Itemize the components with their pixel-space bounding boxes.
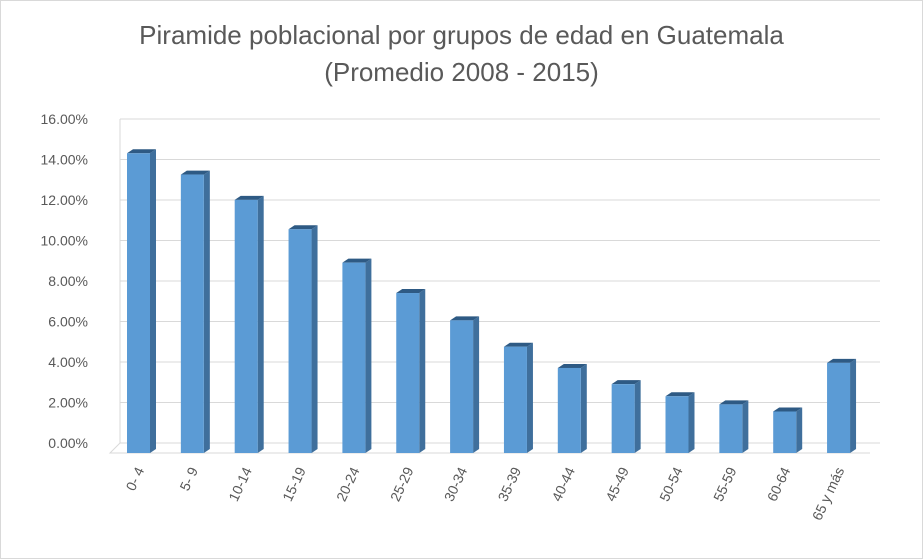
bar-top bbox=[773, 407, 803, 412]
x-tick-label: 50-54 bbox=[656, 464, 686, 503]
bar-side bbox=[634, 380, 641, 453]
bar bbox=[450, 320, 474, 453]
bar bbox=[827, 362, 851, 453]
x-tick-label: 0- 4 bbox=[123, 464, 148, 493]
bar-top bbox=[665, 392, 695, 397]
bar-side bbox=[742, 400, 749, 453]
x-tick-label: 20-24 bbox=[333, 464, 363, 503]
bar-side bbox=[850, 358, 857, 453]
x-tick-label: 35-39 bbox=[495, 464, 525, 503]
x-tick-label: 25-29 bbox=[387, 464, 417, 503]
bar bbox=[773, 411, 797, 453]
bar-side bbox=[257, 195, 264, 453]
y-tick-label: 16.00% bbox=[41, 111, 88, 127]
bar-side bbox=[473, 316, 480, 453]
bar-side bbox=[688, 392, 695, 453]
y-tick-label: 10.00% bbox=[41, 233, 88, 249]
bar-top bbox=[557, 363, 587, 368]
y-tick-label: 4.00% bbox=[48, 354, 88, 370]
bar bbox=[288, 229, 312, 453]
x-tick-label: 10-14 bbox=[225, 464, 255, 503]
bar-side bbox=[580, 363, 587, 453]
y-tick-label: 2.00% bbox=[48, 395, 88, 411]
bar-top bbox=[450, 316, 480, 321]
bar-side bbox=[419, 289, 426, 453]
bar-side bbox=[150, 149, 156, 454]
x-tick-label: 5- 9 bbox=[176, 464, 201, 493]
bar-top bbox=[342, 258, 372, 263]
x-tick-label: 15-19 bbox=[279, 464, 309, 503]
bar bbox=[396, 293, 420, 453]
bar bbox=[234, 199, 258, 453]
bar-top bbox=[827, 358, 857, 363]
y-tick-label: 12.00% bbox=[41, 192, 88, 208]
bar-side bbox=[526, 342, 533, 453]
bar-top bbox=[611, 380, 641, 385]
x-tick-label: 30-34 bbox=[441, 464, 471, 503]
x-tick-label: 60-64 bbox=[764, 464, 794, 503]
y-tick-label: 0.00% bbox=[48, 435, 88, 451]
bar-side bbox=[365, 258, 372, 453]
bar-top bbox=[719, 400, 749, 405]
x-tick-label: 45-49 bbox=[602, 464, 632, 503]
x-tick-label: 55-59 bbox=[710, 464, 740, 503]
chart-title: Piramide poblacional por grupos de edad … bbox=[139, 20, 784, 50]
y-tick-label: 8.00% bbox=[48, 273, 88, 289]
bar bbox=[503, 346, 527, 453]
bar bbox=[557, 367, 581, 453]
x-tick-label: 65 y más bbox=[809, 465, 848, 523]
bar-top bbox=[127, 149, 156, 154]
bar bbox=[127, 153, 150, 454]
bar-top bbox=[234, 195, 264, 200]
bar-side bbox=[796, 407, 803, 453]
bar-top bbox=[180, 170, 210, 175]
bar bbox=[611, 384, 635, 453]
bar-top bbox=[396, 289, 426, 294]
bar-top bbox=[503, 342, 533, 347]
bar-side bbox=[203, 170, 210, 453]
bar bbox=[665, 396, 689, 453]
bar bbox=[180, 174, 204, 453]
x-tick-label: 40-44 bbox=[548, 464, 578, 503]
chart-subtitle: (Promedio 2008 - 2015) bbox=[324, 57, 599, 87]
bar bbox=[342, 262, 366, 453]
y-tick-label: 14.00% bbox=[41, 152, 88, 168]
bar-top bbox=[288, 225, 318, 230]
plot-floor-edge bbox=[108, 442, 870, 454]
bar bbox=[719, 404, 743, 453]
bar-side bbox=[311, 225, 318, 453]
y-tick-label: 6.00% bbox=[48, 314, 88, 330]
